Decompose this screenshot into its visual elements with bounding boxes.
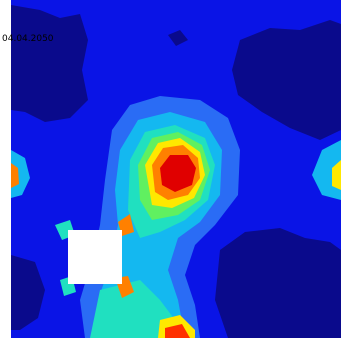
low-region [11, 255, 45, 330]
contour-7 [165, 324, 190, 338]
low-region [215, 228, 341, 338]
obstacle [68, 230, 122, 284]
timestamp: 04.04.2050 [2, 34, 54, 44]
low-region [232, 20, 341, 140]
low-region [168, 30, 188, 46]
contour-5 [332, 160, 341, 190]
contour-6 [11, 163, 19, 188]
low-region [11, 5, 88, 122]
contour-2 [11, 150, 30, 198]
contour-7 [160, 155, 196, 192]
